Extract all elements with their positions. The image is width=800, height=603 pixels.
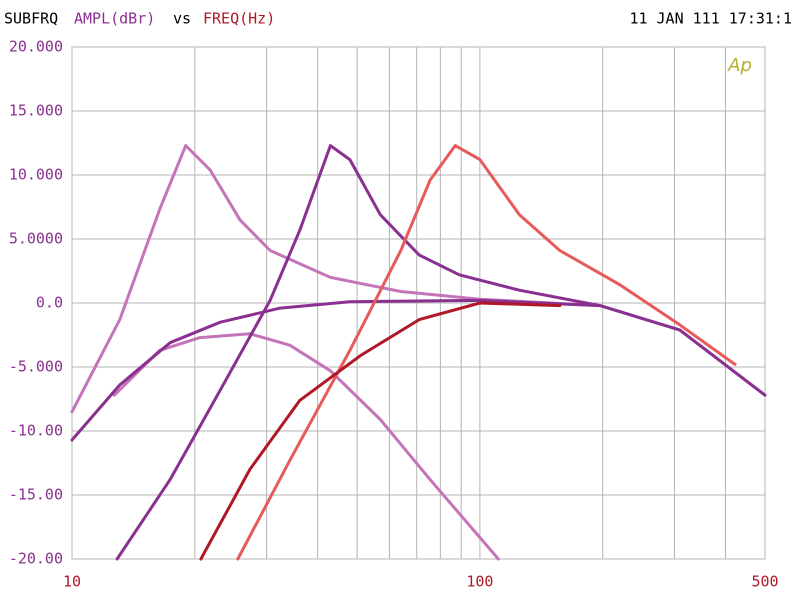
x-tick-label: 10 bbox=[63, 573, 81, 591]
logo: Ap bbox=[727, 55, 752, 76]
series-line bbox=[115, 144, 602, 561]
y-tick-label: -15.00 bbox=[9, 486, 63, 504]
y-tick-label: 20.000 bbox=[9, 38, 63, 56]
y-tick-label: 15.000 bbox=[9, 102, 63, 120]
series-line bbox=[112, 332, 500, 561]
vs-text: vs bbox=[173, 10, 191, 28]
y-tick-label: -5.000 bbox=[9, 358, 63, 376]
series-line bbox=[70, 298, 767, 442]
series-line bbox=[236, 144, 737, 561]
y-tick-label: -10.00 bbox=[9, 422, 63, 440]
y-tick-label: 0.0 bbox=[36, 294, 63, 312]
plot-label: SUBFRQ bbox=[4, 10, 58, 28]
x-tick-label: 500 bbox=[751, 573, 778, 591]
x-tick-label: 100 bbox=[466, 573, 493, 591]
y-axis-label: AMPL(dBr) bbox=[74, 10, 155, 28]
series-line bbox=[199, 301, 562, 561]
plot-layer: 20.000 15.000 10.000 5.0000 0.0 -5.000 -10.00 -… bbox=[9, 38, 779, 591]
x-axis-label: FREQ(Hz) bbox=[203, 10, 275, 28]
y-tick-label: 10.000 bbox=[9, 166, 63, 184]
y-tick-label: -20.00 bbox=[9, 550, 63, 568]
timestamp: 11 JAN 111 17:31:1 bbox=[629, 10, 792, 28]
y-tick-label: 5.0000 bbox=[9, 230, 63, 248]
